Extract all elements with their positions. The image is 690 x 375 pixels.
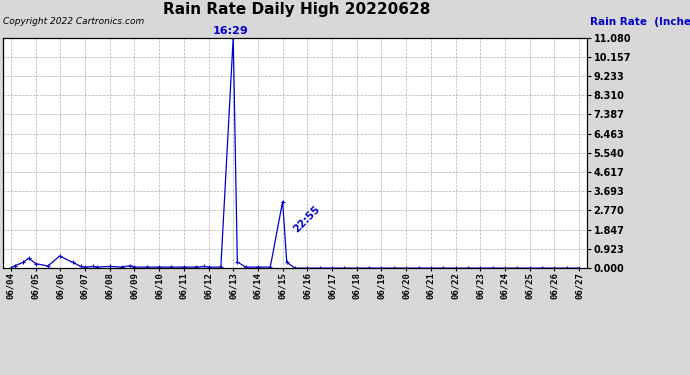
Text: Rain Rate Daily High 20220628: Rain Rate Daily High 20220628 bbox=[163, 2, 431, 17]
Text: 22:55: 22:55 bbox=[291, 204, 322, 234]
Text: Copyright 2022 Cartronics.com: Copyright 2022 Cartronics.com bbox=[3, 17, 145, 26]
Text: Rain Rate  (Inches/Hour): Rain Rate (Inches/Hour) bbox=[590, 17, 690, 27]
Text: 16:29: 16:29 bbox=[213, 27, 248, 36]
